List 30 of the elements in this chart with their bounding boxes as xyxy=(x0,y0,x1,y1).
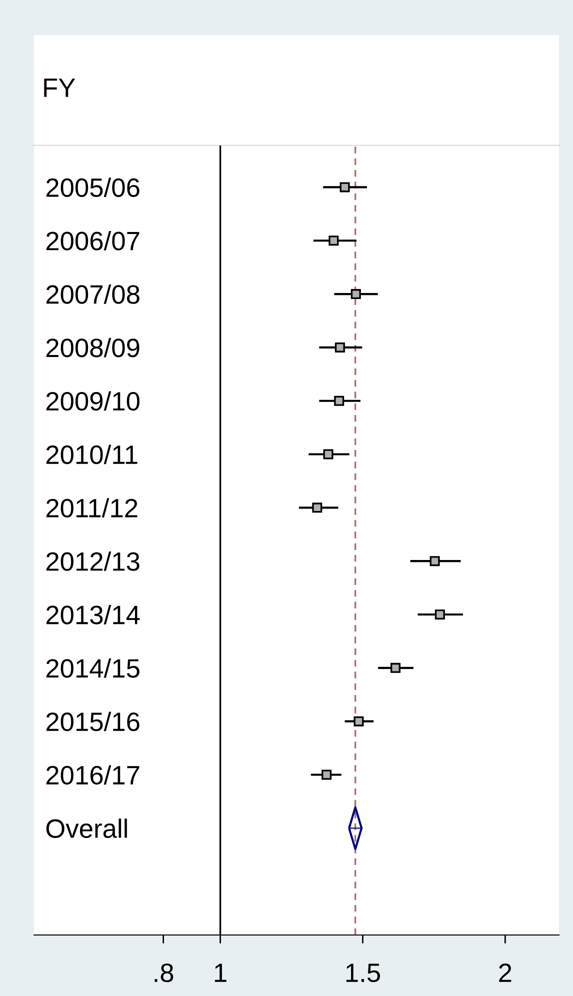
y-tick-label: 2007/08 xyxy=(46,284,140,304)
point xyxy=(323,449,334,460)
point xyxy=(328,236,339,246)
x-tick-label: .8 xyxy=(154,963,174,982)
point xyxy=(334,396,344,406)
point xyxy=(334,342,345,352)
y-tick-label: 2016/17 xyxy=(46,765,140,785)
y-tick-label: 2012/13 xyxy=(46,552,140,571)
x-tick-label: 2 xyxy=(499,963,512,982)
point xyxy=(434,610,445,620)
y-tick-label: 2015/16 xyxy=(46,712,140,732)
y-tick-label: 2005/06 xyxy=(46,178,140,198)
point xyxy=(430,556,440,566)
y-tick-label: Overall xyxy=(46,818,127,838)
y-tick-label: 2011/12 xyxy=(46,498,138,518)
x-tick-label: 1.5 xyxy=(346,964,380,982)
y-tick-label: 2010/11 xyxy=(46,444,138,464)
x-tick-label: 1 xyxy=(214,964,226,982)
y-tick-label: 2008/09 xyxy=(46,338,140,358)
y-tick-label: 2013/14 xyxy=(46,604,140,624)
y-tick-label: 2006/07 xyxy=(46,231,140,250)
point xyxy=(322,770,332,780)
y-tick-label: 2009/10 xyxy=(46,391,140,411)
y-tick-label: 2014/15 xyxy=(46,658,140,678)
y-axis-title: FY xyxy=(44,78,76,97)
point xyxy=(340,182,350,192)
point xyxy=(390,662,400,673)
point xyxy=(350,289,361,300)
point xyxy=(354,716,364,726)
point xyxy=(312,502,322,513)
